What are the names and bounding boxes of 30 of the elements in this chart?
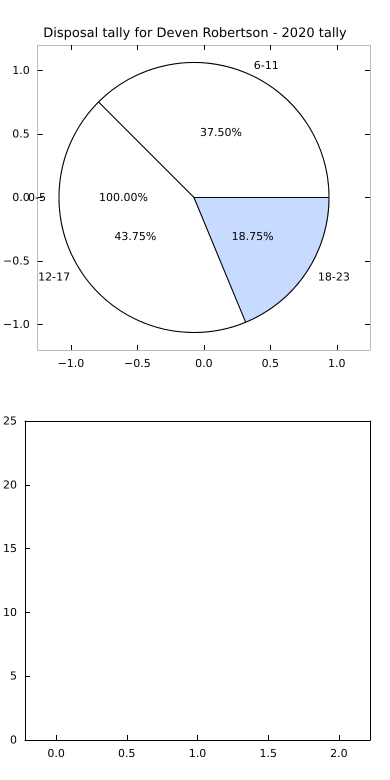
data-label: 37.50%: [200, 126, 242, 139]
y-tick-label: 10: [2, 606, 17, 619]
x-tick-label: −0.5: [124, 357, 151, 370]
y-tick-label: 0.5: [12, 127, 30, 140]
x-tick-label: 1.0: [328, 357, 346, 370]
x-tick-label: 0.0: [47, 747, 65, 760]
slice-label: 6-11: [254, 58, 279, 72]
x-tick-label: 1.5: [259, 747, 277, 760]
x-tick-label: 1.0: [188, 747, 206, 760]
chart-title: Disposal tally for Deven Robertson - 2020 tally: [43, 26, 348, 41]
data-label: 100.00%: [99, 191, 148, 204]
y-tick-label: −1.0: [2, 318, 30, 332]
slice-label: 12-17: [38, 270, 70, 284]
x-tick-label: 0.5: [118, 747, 136, 760]
x-tick-label: 2.0: [330, 747, 348, 760]
data-label: 18.75%: [232, 230, 274, 244]
x-tick-label: 0.5: [262, 357, 280, 370]
y-tick-label: 20: [2, 478, 17, 492]
y-tick-label: 25: [2, 414, 17, 428]
y-tick-label: 0: [10, 734, 17, 746]
data-label: 43.75%: [114, 230, 156, 244]
y-tick-label: 0.0: [12, 191, 30, 204]
slice-label: 18-23: [318, 270, 350, 284]
y-tick-label: 15: [2, 542, 17, 556]
x-tick-label: −1.0: [58, 357, 84, 370]
x-tick-label: 0.0: [195, 357, 213, 370]
y-tick-label: −0.5: [2, 254, 30, 268]
y-tick-label: 1.0: [12, 64, 30, 77]
y-tick-label: 5: [10, 670, 17, 683]
slice-label: 0-5: [28, 191, 46, 204]
